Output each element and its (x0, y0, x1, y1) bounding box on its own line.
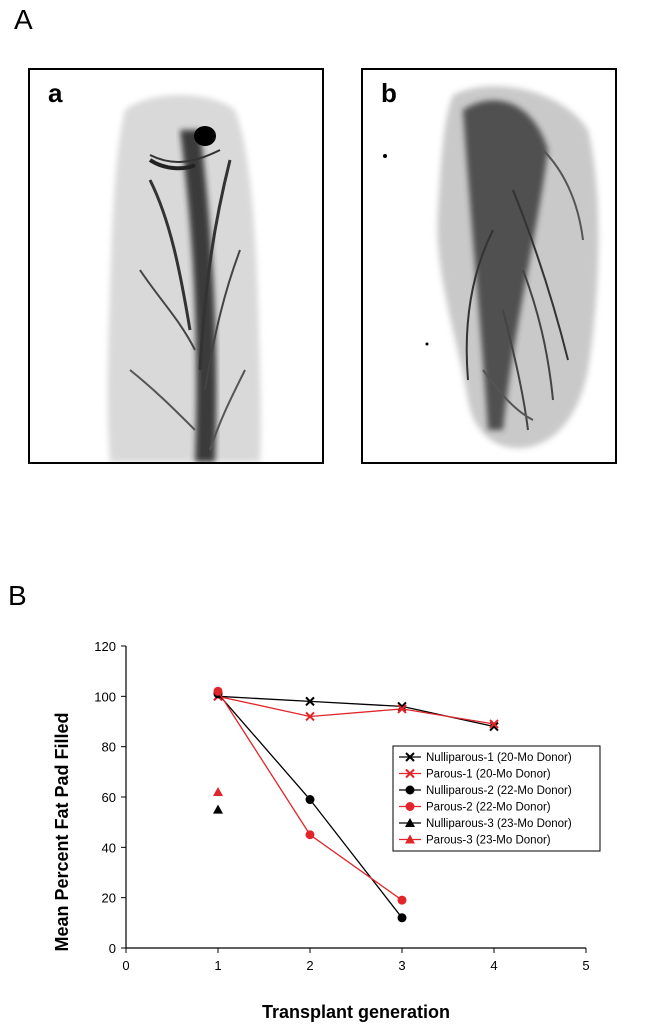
fat-pad-image-b: b (361, 68, 617, 464)
legend-swatch-marker (405, 818, 415, 827)
y-tick-label: 100 (94, 689, 116, 704)
legend-label: Nulliparous-3 (23-Mo Donor) (426, 818, 572, 830)
whole-mount-gland-a-image (107, 95, 261, 462)
chart-legend: Nulliparous-1 (20-Mo Donor) Parous-1 (20-… (392, 745, 601, 852)
legend-swatch-marker (405, 785, 415, 795)
legend-label: Parous-1 (20-Mo Donor) (426, 769, 551, 781)
legend-swatch-marker (405, 834, 415, 844)
y-tick-label: 20 (102, 891, 116, 906)
data-point (305, 795, 315, 805)
legend-label: Nulliparous-2 (22-Mo Donor) (426, 785, 572, 797)
legend-entry: Parous-3 (23-Mo Donor) (399, 834, 551, 847)
legend-swatch-marker (405, 768, 415, 779)
legend-swatch-marker (405, 752, 415, 762)
legend-entry: Nulliparous-2 (22-Mo Donor) (399, 785, 572, 797)
legend-entry: Parous-2 (22-Mo Donor) (399, 802, 551, 814)
series-6 (213, 786, 223, 796)
x-tick-label: 4 (490, 958, 497, 973)
x-tick-label: 0 (122, 958, 129, 973)
series-1 (213, 691, 499, 732)
series-5 (213, 804, 223, 814)
x-tick-label: 1 (214, 958, 221, 973)
legend-swatch-marker (405, 802, 415, 811)
legend-entry: Parous-1 (20-Mo Donor) (399, 769, 551, 781)
x-tick-label: 3 (398, 958, 405, 973)
series-line (217, 695, 495, 728)
series-4 (213, 686, 407, 905)
chart-axes: 0 20 40 60 80 100 120 0 1 2 3 4 5 (94, 639, 589, 973)
legend-label: Nulliparous-1 (20-Mo Donor) (426, 752, 572, 764)
data-point (397, 913, 407, 923)
whole-mount-gland-b-image (383, 86, 599, 449)
data-point (213, 804, 223, 814)
series-2 (213, 691, 499, 729)
y-tick-label: 120 (94, 639, 116, 654)
chart-plot-area (213, 686, 499, 923)
legend-box (392, 745, 601, 852)
legend-label: Parous-3 (23-Mo Donor) (426, 835, 551, 847)
data-point (305, 696, 315, 707)
panel-a-letter: A (14, 4, 33, 35)
y-tick-label: 0 (109, 941, 116, 956)
legend-label: Parous-2 (22-Mo Donor) (426, 802, 551, 814)
legend-entry: Nulliparous-1 (20-Mo Donor) (399, 752, 572, 764)
fat-pad-line-chart: 0 20 40 60 80 100 120 0 1 2 3 4 5 Nulliparous-1 (20-… (52, 639, 601, 1022)
x-tick-label: 5 (582, 958, 589, 973)
legend-entry: Nulliparous-3 (23-Mo Donor) (399, 818, 572, 830)
fat-pad-image-a: a (28, 68, 324, 464)
data-point (305, 830, 315, 840)
data-point (213, 786, 223, 796)
series-line (217, 693, 403, 919)
y-axis-label: Mean Percent Fat Pad Filled (52, 712, 72, 951)
x-axis-label: Transplant generation (262, 1002, 450, 1022)
y-tick-label: 60 (102, 790, 116, 805)
image-a-letter: a (48, 78, 63, 108)
y-tick-label: 40 (102, 840, 116, 855)
x-tick-label: 2 (306, 958, 313, 973)
series-3 (213, 689, 407, 923)
panel-b-letter: B (8, 580, 27, 611)
data-point (213, 686, 223, 696)
image-b-letter: b (381, 78, 397, 108)
series-line (217, 695, 495, 725)
data-point (397, 895, 407, 905)
data-point (305, 711, 315, 722)
data-point (489, 719, 499, 729)
y-tick-label: 80 (102, 740, 116, 755)
data-point (397, 704, 407, 714)
